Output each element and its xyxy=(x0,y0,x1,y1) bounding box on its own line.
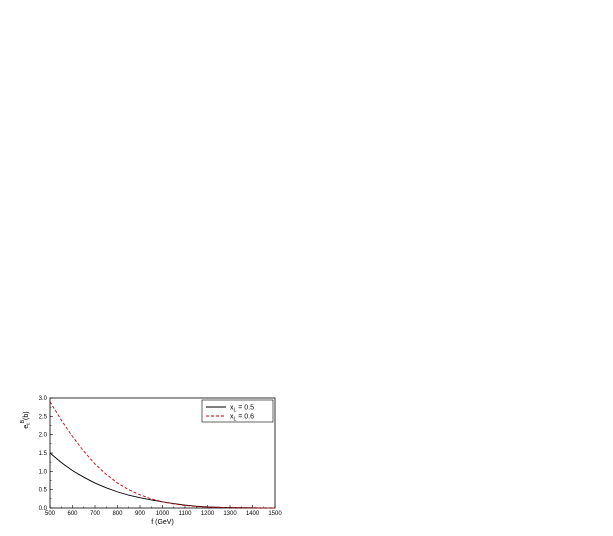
x-tick-label-8: 1300 xyxy=(223,511,237,517)
y-axis-title-tail: (b) xyxy=(23,411,30,420)
y-tick-label-2: 1.0 xyxy=(39,469,48,475)
series-line-1 xyxy=(49,401,276,509)
x-axis-title: f (GeV) xyxy=(151,519,174,526)
series-group xyxy=(49,401,276,509)
y-tick-label-0: 0.0 xyxy=(39,506,48,512)
y-tick-label-4: 2.0 xyxy=(39,433,48,439)
y-tick-label-1: 0.5 xyxy=(39,488,48,494)
x-tick-label-6: 1100 xyxy=(179,511,193,517)
x-tick-label-0: 500 xyxy=(45,511,56,517)
x-tick-label-4: 900 xyxy=(135,511,146,517)
x-tick-label-9: 1400 xyxy=(246,511,260,517)
legend-entry-0: xL = 0.5 xyxy=(230,405,254,414)
y-tick-label-5: 2.5 xyxy=(39,414,48,420)
legend-entry-1-name: x xyxy=(230,414,234,421)
legend-entry-0-name: x xyxy=(230,405,234,412)
y-axis-title-sub: t xyxy=(26,423,32,425)
legend-entry-1-tail: = 0.6 xyxy=(236,414,254,421)
legend: xL = 0.5 xL = 0.6 xyxy=(201,399,274,423)
y-axis-title: etB(b) xyxy=(20,411,32,428)
legend-entry-0-sub: L xyxy=(234,408,237,414)
x-tick-label-1: 600 xyxy=(67,511,78,517)
y-axis-title-main: e xyxy=(23,425,30,429)
x-tick-label-5: 1000 xyxy=(156,511,170,517)
x-tick-label-10: 1500 xyxy=(268,511,282,517)
legend-box xyxy=(201,399,274,423)
x-tick-label-3: 800 xyxy=(112,511,123,517)
svg-text:etB(b): etB(b) xyxy=(20,411,32,428)
y-tick-label-6: 3.0 xyxy=(39,396,48,402)
series-line-0 xyxy=(49,452,276,509)
x-tick-label-2: 700 xyxy=(90,511,101,517)
legend-entry-0-tail: = 0.5 xyxy=(236,405,254,412)
tick-group: 500 600 700 800 900 1000 1100 1200 1300 1400 1500 0… xyxy=(39,396,283,517)
y-tick-label-3: 1.5 xyxy=(39,451,48,457)
legend-entry-1-sub: L xyxy=(234,417,237,423)
y-axis-title-sup: B xyxy=(20,419,26,423)
legend-entry-1: xL = 0.6 xyxy=(230,414,254,423)
x-tick-label-7: 1200 xyxy=(201,511,215,517)
